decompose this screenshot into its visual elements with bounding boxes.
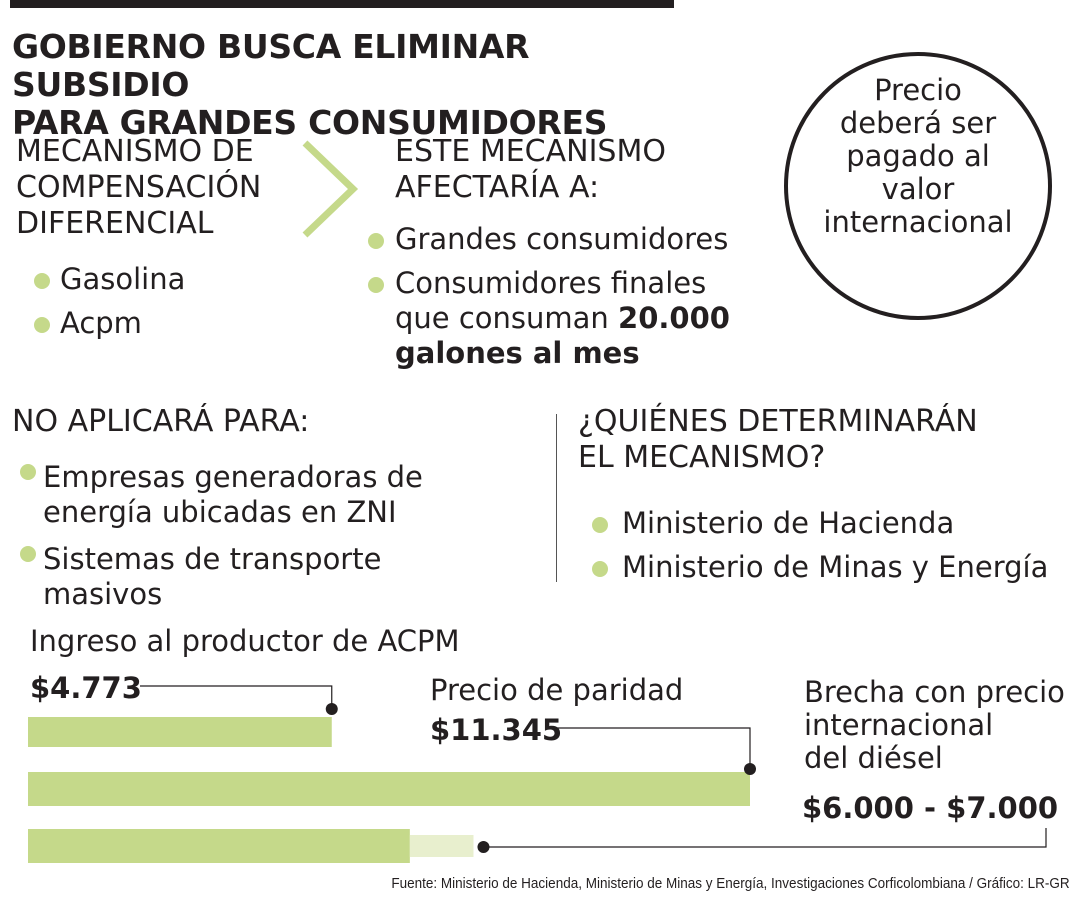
list-item: Gasolina <box>34 262 185 297</box>
bar-1 <box>28 717 332 747</box>
highlight-amount: 20.000 <box>618 301 730 335</box>
bar-2-leader-line <box>556 727 751 769</box>
list-item: Empresas generadoras de energía ubicadas … <box>20 460 460 530</box>
list-item-label: Gasolina <box>60 262 186 296</box>
bar-1-marker <box>325 703 338 715</box>
list-item: Consumidores finales que consuman 20.000 g… <box>368 266 748 371</box>
list-item-line: que consuman 20.000 <box>395 301 748 336</box>
headline-line-1: GOBIERNO BUSCA ELIMINAR SUBSIDIO <box>12 27 530 104</box>
source-note: Fuente: Ministerio de Hacienda, Minister… <box>391 875 1070 892</box>
list-item-label: Ministerio de Minas y Energía <box>622 550 1049 584</box>
bullet-dot-icon <box>592 561 608 577</box>
list-item: Grandes consumidores <box>368 222 748 257</box>
bar-2-marker <box>744 763 756 775</box>
bar-3-label-line: Brecha con precio <box>804 675 1065 709</box>
quienes-heading: ¿QUIÉNES DETERMINARÁN EL MECANISMO? <box>578 404 1038 476</box>
quienes-heading-line: EL MECANISMO? <box>578 440 826 475</box>
bar-3-range <box>409 835 474 857</box>
callout-line: valor <box>881 172 955 206</box>
list-item-label: Ministerio de Hacienda <box>622 506 955 540</box>
mecanismo-list: Gasolina Acpm <box>34 262 185 350</box>
quienes-heading-line: ¿QUIÉNES DETERMINARÁN <box>578 404 978 439</box>
bar-2-value-label: $11.345 <box>430 713 563 747</box>
no-aplicara-heading: NO APLICARÁ PARA: <box>12 404 310 439</box>
bar-3-marker <box>477 841 490 853</box>
bullet-dot-icon <box>368 233 384 249</box>
mecanismo-heading: MECANISMO DE COMPENSACIÓN DIFERENCIAL <box>16 134 306 242</box>
list-item-line: energía ubicadas en ZNI <box>43 495 397 529</box>
highlight-unit: galones al mes <box>395 336 640 370</box>
bullet-dot-icon <box>20 464 36 480</box>
bar-2 <box>28 772 750 806</box>
bar-1-value-label: $4.773 <box>30 671 142 705</box>
section-divider <box>556 414 557 582</box>
callout-line: Precio <box>874 73 962 107</box>
list-item-text: que consuman <box>395 301 619 335</box>
headline: GOBIERNO BUSCA ELIMINAR SUBSIDIO PARA GR… <box>12 28 712 142</box>
bullet-dot-icon <box>34 273 50 289</box>
bar-3-label: Brecha con precio internacional del diés… <box>804 676 1065 775</box>
afectaria-heading-line: ESTE MECANISMO <box>395 134 666 169</box>
bar-3-value-label: $6.000 - $7.000 <box>802 791 1059 825</box>
list-item-line: Empresas generadoras de <box>43 460 423 494</box>
mecanismo-heading-line: MECANISMO DE <box>16 134 254 169</box>
bar-2-label: Precio de paridad <box>430 673 684 707</box>
callout-line: pagado al <box>846 139 990 173</box>
bar-3 <box>28 829 410 863</box>
list-item-label: Acpm <box>60 306 142 340</box>
top-rule <box>10 0 674 8</box>
bar-1-label: Ingreso al productor de ACPM <box>30 624 460 658</box>
no-aplicara-list: Empresas generadoras de energía ubicadas … <box>20 460 460 624</box>
list-item-label: Sistemas de transporte masivos <box>43 542 382 611</box>
afectaria-list: Grandes consumidores Consumidores finale… <box>368 222 748 380</box>
bar-3-label-line: internacional <box>804 708 994 742</box>
list-item: Ministerio de Minas y Energía <box>592 550 1062 585</box>
mecanismo-heading-line: COMPENSACIÓN <box>16 170 262 205</box>
afectaria-heading: ESTE MECANISMO AFECTARÍA A: <box>395 134 725 206</box>
list-item-line: Consumidores finales <box>395 266 707 300</box>
headline-line-2: PARA GRANDES CONSUMIDORES <box>12 103 608 142</box>
bar-3-leader-line <box>483 828 1047 848</box>
mecanismo-heading-line: DIFERENCIAL <box>16 206 214 241</box>
list-item: Ministerio de Hacienda <box>592 506 1062 541</box>
callout-circle <box>784 52 1052 320</box>
chevron-right-icon <box>302 140 359 238</box>
bullet-dot-icon <box>20 546 36 562</box>
bullet-dot-icon <box>34 317 50 333</box>
list-item: Acpm <box>34 306 185 341</box>
callout-text: Precio deberá ser pagado al valor intern… <box>790 74 1046 239</box>
callout-line: internacional <box>823 205 1013 239</box>
quienes-list: Ministerio de Hacienda Ministerio de Min… <box>592 506 1062 594</box>
bullet-dot-icon <box>368 277 384 293</box>
callout-line: deberá ser <box>839 106 997 140</box>
list-item-label: Grandes consumidores <box>395 222 729 256</box>
list-item: Sistemas de transporte masivos <box>20 542 460 612</box>
bullet-dot-icon <box>592 517 608 533</box>
afectaria-heading-line: AFECTARÍA A: <box>395 170 600 205</box>
bar-1-leader-line <box>140 685 333 709</box>
bar-3-label-line: del diésel <box>804 741 943 775</box>
